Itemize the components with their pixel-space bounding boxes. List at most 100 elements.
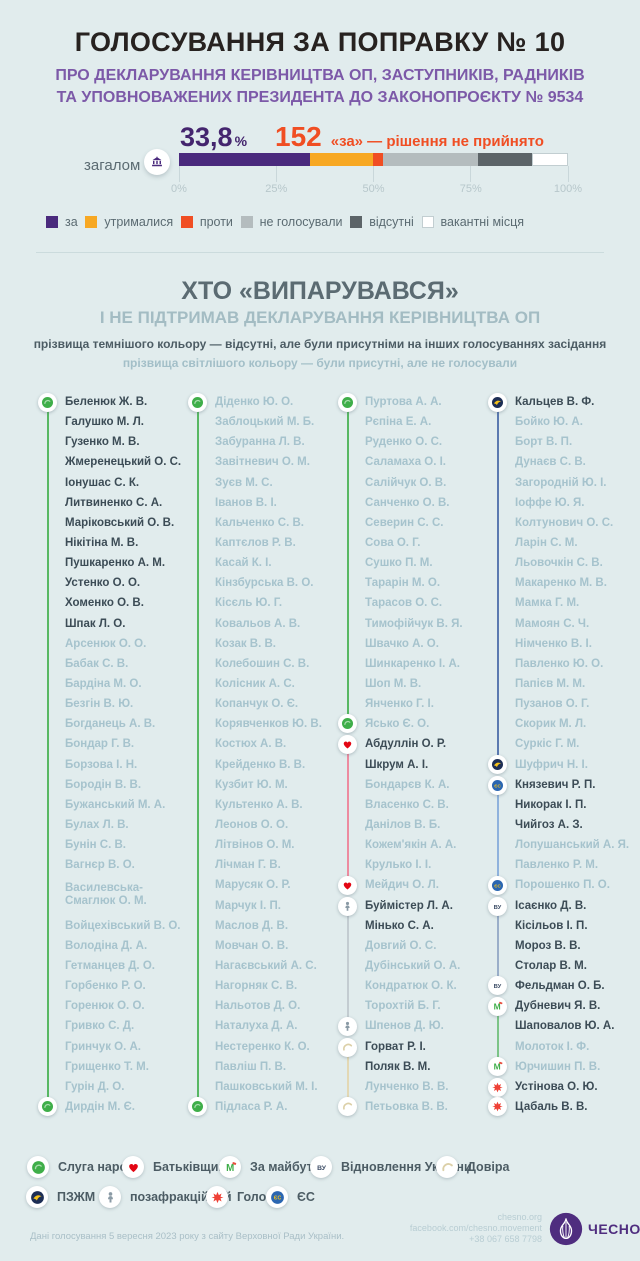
party-line	[497, 1006, 499, 1067]
party-group-dovira: Горват Р. І. Поляк В. М. Лунченко В. В. Пет…	[338, 1037, 488, 1118]
facebook-link[interactable]: facebook.com/chesno.movement	[409, 1223, 542, 1233]
legend-swatch	[85, 216, 98, 228]
axis-tick-label: 25%	[265, 183, 288, 195]
sn-icon	[338, 714, 357, 734]
svg-text:ЄС: ЄС	[494, 783, 501, 788]
deputy-name: Пузанов О. Г.	[515, 698, 590, 711]
person-icon	[338, 896, 357, 916]
party-legend-item-pzzhm: ПЗЖМ	[26, 1186, 95, 1208]
deputy-name: Войцехівський В. О.	[65, 919, 181, 932]
axis-tick-label: 75%	[459, 183, 482, 195]
sn-icon	[27, 1156, 49, 1178]
deputy-name: Культенко А. В.	[215, 798, 303, 811]
party-legend-item-holos: Голос	[206, 1186, 273, 1208]
deputy-name: Папієв М. М.	[515, 677, 586, 690]
page-subtitle: ПРО ДЕКЛАРУВАННЯ КЕРІВНИЦТВА ОП, ЗАСТУПН…	[55, 67, 585, 106]
party-legend-label: Батьківщина	[153, 1160, 233, 1174]
pzzhm-icon	[26, 1186, 48, 1208]
axis-tick-label: 100%	[553, 183, 583, 195]
result-note: «за» — рішення не прийнято	[330, 133, 544, 150]
deputy-name: Дирдін М. Є.	[65, 1100, 135, 1113]
svg-text:ВУ: ВУ	[494, 904, 502, 910]
deputy-name: Кожем'якін А. А.	[365, 839, 457, 852]
deputy-name: Мамка Г. М.	[515, 597, 580, 610]
deputy-name: Бардіна М. О.	[65, 677, 142, 690]
vu-icon: ВУ	[488, 896, 507, 916]
deputy-name: Бойко Ю. А.	[515, 416, 583, 429]
deputy-name: Шпак Л. О.	[65, 617, 126, 630]
deputy-name: Володіна Д. А.	[65, 939, 148, 952]
party-line	[497, 1086, 499, 1108]
deputy-name: Макаренко М. В.	[515, 577, 607, 590]
holos-icon	[206, 1186, 228, 1208]
heart-icon	[338, 735, 357, 755]
deputy-name: Цабаль В. В.	[515, 1100, 588, 1113]
party-legend-label: Слуга народу	[58, 1160, 143, 1174]
deputy-name: Шпенов Д. Ю.	[365, 1020, 444, 1033]
deputy-name: Бородін В. В.	[65, 778, 142, 791]
deputy-name: Устенко О. О.	[65, 577, 141, 590]
es-icon: ЄС	[488, 775, 507, 795]
deputy-name: Кальченко С. В.	[215, 516, 304, 529]
deputy-name: Торохтій Б. Г.	[365, 1000, 441, 1013]
deputy-name: Борзова І. Н.	[65, 758, 138, 771]
axis-tick-label: 50%	[362, 183, 385, 195]
deputy-name: Павленко Р. М.	[515, 859, 599, 872]
deputy-name: Завітневич О. М.	[215, 456, 310, 469]
deputy-name: Богданець А. В.	[65, 718, 156, 731]
zm-icon: М	[488, 997, 507, 1017]
axis-tick-label: 0%	[171, 183, 187, 195]
deputy-name: Маслов Д. В.	[215, 919, 289, 932]
vote-legend-item: відсутні	[350, 215, 414, 229]
deputy-name: Костюх А. В.	[215, 738, 287, 751]
deputy-name: Заблоцький М. Б.	[215, 416, 315, 429]
deputy-name: Поляк В. М.	[365, 1060, 431, 1073]
deputy-name: Кальцев В. Ф.	[515, 396, 595, 408]
party-line	[347, 744, 349, 886]
deputy-name: Саламаха О. І.	[365, 456, 447, 469]
axis-tick-line	[275, 166, 277, 182]
deputy-name: Крейденко В. В.	[215, 758, 306, 771]
party-legend-item-zm: М За майбутнє	[219, 1156, 327, 1178]
deputy-name: Колтунович О. С.	[515, 516, 614, 529]
bar-segment	[179, 153, 311, 166]
vote-legend-item: вакантні місця	[421, 215, 524, 229]
deputy-name: Кісєль Ю. Г.	[215, 597, 283, 610]
person-icon	[99, 1186, 121, 1208]
deputy-name: Бондарєв К. А.	[365, 778, 450, 791]
party-legend-item-es: ЄС ЄС	[266, 1186, 315, 1208]
axis-tick-line	[470, 166, 472, 182]
deputy-name: Никорак І. П.	[515, 798, 587, 811]
chesno-logo-icon	[549, 1212, 583, 1246]
deputy-name: Гузенко М. В.	[65, 436, 140, 449]
svg-text:М: М	[494, 1061, 501, 1071]
deputy-name: Кінзбурська В. О.	[215, 577, 314, 590]
svg-text:ВУ: ВУ	[317, 1165, 327, 1172]
vote-legend-item: не голосували	[240, 215, 343, 229]
deputy-name: Бабак С. В.	[65, 657, 129, 670]
party-line	[197, 402, 199, 1108]
deputy-name: Сова О. Г.	[365, 536, 421, 549]
website-link[interactable]: chesno.org	[497, 1212, 542, 1222]
divider	[36, 252, 604, 253]
deputy-name: Льовочкін С. В.	[515, 557, 603, 570]
deputy-name: Мороз В. В.	[515, 939, 581, 952]
svg-text:ЄС: ЄС	[494, 883, 501, 888]
deputy-name: Крулько І. І.	[365, 859, 432, 872]
vote-legend: за утрималися проти не голосували відсутні ва…	[46, 215, 524, 229]
dovira-icon	[436, 1156, 458, 1178]
deputy-name: Ісаєнко Д. В.	[515, 899, 587, 912]
vote-legend-label: відсутні	[369, 215, 414, 229]
svg-text:ЄС: ЄС	[273, 1195, 281, 1201]
vote-legend-item: за	[46, 215, 78, 229]
dovira-icon	[338, 1097, 357, 1117]
vote-legend-label: утрималися	[104, 215, 174, 229]
deputy-name: Князевич Р. П.	[515, 778, 596, 791]
sn-icon	[38, 393, 57, 412]
party-legend-label: Голос	[237, 1190, 273, 1204]
party-legend-label: За майбутнє	[250, 1160, 328, 1174]
deputy-name: Дубневич Я. В.	[515, 1000, 601, 1013]
deputy-name: Чийгоз А. З.	[515, 818, 583, 831]
party-group-es: ЄС ЄС Князевич Р. П. Никорак І. П. Чийгоз А.…	[488, 775, 638, 896]
deputy-name: Загородній Ю. І.	[515, 476, 607, 489]
